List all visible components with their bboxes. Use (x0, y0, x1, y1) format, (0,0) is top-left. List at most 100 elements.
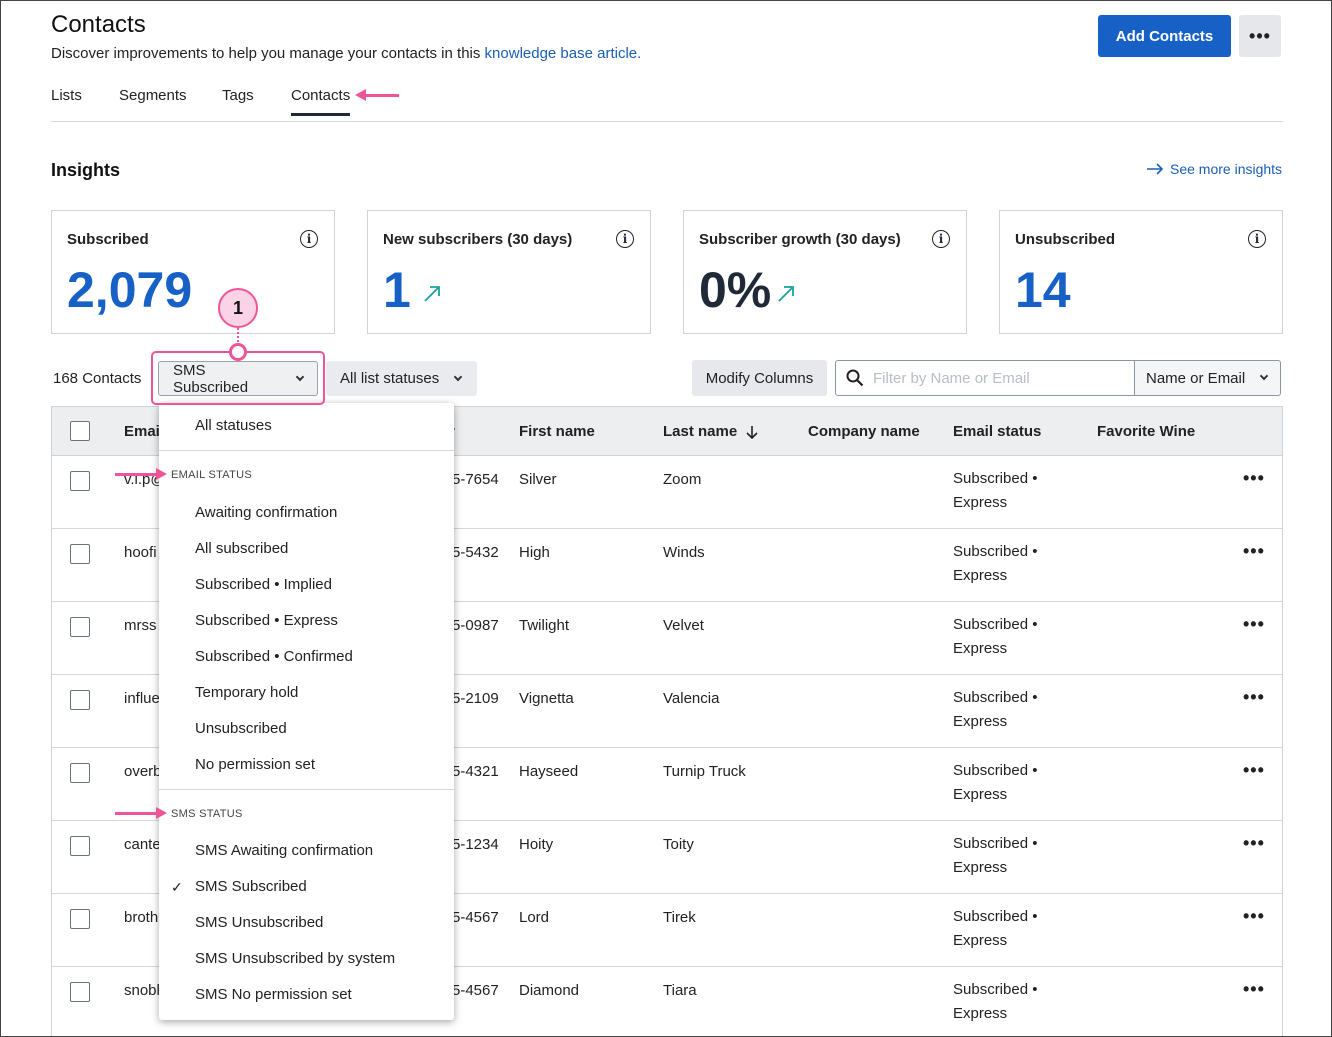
list-status-filter[interactable]: All list statuses (326, 361, 477, 396)
menu-item-email-status[interactable]: Subscribed • Confirmed (195, 648, 353, 665)
menu-item-email-status[interactable]: Temporary hold (195, 684, 299, 701)
menu-item-sms-status[interactable]: SMS Unsubscribed by system (195, 950, 396, 967)
column-first-name[interactable]: First name (519, 423, 595, 440)
cell-first-name: Hayseed (519, 763, 579, 780)
row-actions-button[interactable]: ••• (1243, 541, 1265, 561)
table-row[interactable]: mrss 5-0987 Twilight Velvet Subscribed •… (52, 602, 1282, 675)
cell-email[interactable]: mrss (124, 617, 157, 634)
cell-first-name: Twilight (519, 617, 570, 634)
subtitle-text: Discover improvements to help you manage… (51, 45, 485, 62)
row-checkbox[interactable] (70, 617, 90, 637)
row-actions-button[interactable]: ••• (1243, 979, 1265, 999)
search-scope-select[interactable]: Name or Email (1134, 360, 1281, 396)
row-actions-button[interactable]: ••• (1243, 468, 1265, 488)
menu-item-sms-status[interactable]: SMS No permission set (195, 986, 352, 1003)
cell-email[interactable]: hoofi (124, 544, 157, 561)
contact-count: 168 Contacts (53, 370, 142, 387)
menu-item-all-statuses[interactable]: All statuses (195, 417, 272, 434)
row-actions-button[interactable]: ••• (1243, 614, 1265, 634)
column-last-name[interactable]: Last name (663, 423, 759, 440)
row-checkbox[interactable] (70, 544, 90, 564)
more-horizontal-icon: ••• (1249, 25, 1271, 46)
row-actions-button[interactable]: ••• (1243, 687, 1265, 707)
sms-status-filter[interactable]: SMS Subscribed (158, 361, 318, 396)
annotation-arrow-tab (355, 89, 399, 101)
menu-item-email-status[interactable]: Subscribed • Express (195, 612, 338, 629)
cell-email[interactable]: overb (124, 763, 162, 780)
row-checkbox[interactable] (70, 763, 90, 783)
info-icon[interactable]: i (1248, 230, 1266, 248)
row-checkbox[interactable] (70, 836, 90, 856)
cell-phone: 5-1234 (452, 836, 499, 853)
cell-first-name: High (519, 544, 550, 561)
search-input[interactable] (873, 369, 1113, 387)
cell-phone: 5-4567 (452, 909, 499, 926)
cell-first-name: Lord (519, 909, 550, 926)
menu-item-email-status[interactable]: All subscribed (195, 540, 289, 557)
insight-card-new-subscribers: New subscribers (30 days) i 1 (367, 210, 651, 334)
table-row[interactable]: overb 5-4321 Hayseed Turnip Truck Subscr… (52, 748, 1282, 821)
see-more-insights-link[interactable]: See more insights (1146, 161, 1282, 177)
status-line: Express (953, 859, 1008, 876)
row-actions-button[interactable]: ••• (1243, 833, 1265, 853)
insight-card-unsubscribed: Unsubscribed i 14 (999, 210, 1283, 334)
row-actions-button[interactable]: ••• (1243, 760, 1265, 780)
search-field (835, 360, 1135, 396)
cell-email-status: Subscribed • Express (953, 905, 1037, 953)
cell-last-name: Tirek (663, 909, 696, 926)
menu-item-email-status[interactable]: No permission set (195, 756, 316, 773)
column-favorite-wine[interactable]: Favorite Wine (1097, 423, 1196, 440)
row-checkbox[interactable] (70, 909, 90, 929)
row-checkbox[interactable] (70, 690, 90, 710)
column-company-name[interactable]: Company name (808, 423, 920, 440)
add-contacts-button[interactable]: Add Contacts (1098, 15, 1231, 57)
menu-item-sms-status-selected[interactable]: SMS Subscribed (195, 878, 307, 895)
menu-item-sms-status[interactable]: SMS Awaiting confirmation (195, 842, 374, 859)
row-checkbox[interactable] (70, 982, 90, 1002)
row-actions-button[interactable]: ••• (1243, 906, 1265, 926)
contacts-table: Emai r First name Last name Company name… (51, 406, 1283, 1036)
card-label: New subscribers (30 days) (383, 231, 573, 248)
status-line: Express (953, 713, 1008, 730)
menu-item-email-status[interactable]: Subscribed • Implied (195, 576, 332, 593)
status-line: Subscribed • (953, 981, 1038, 998)
info-icon[interactable]: i (932, 230, 950, 248)
row-checkbox[interactable] (70, 471, 90, 491)
tab-lists[interactable]: Lists (51, 87, 82, 104)
cell-email[interactable]: broth (124, 909, 159, 926)
cell-email[interactable]: cante (124, 836, 161, 853)
cell-email-status: Subscribed • Express (953, 978, 1037, 1026)
table-row[interactable]: broth 5-4567 Lord Tirek Subscribed • Expr… (52, 894, 1282, 967)
tab-segments[interactable]: Segments (119, 87, 187, 104)
info-icon[interactable]: i (616, 230, 634, 248)
status-line: Subscribed • (953, 689, 1038, 706)
annotation-dot (229, 343, 247, 361)
table-row[interactable]: v.i.p@ 5-7654 Silver Zoom Subscribed • Ex… (52, 456, 1282, 529)
info-icon[interactable]: i (300, 230, 318, 248)
column-email[interactable]: Emai (124, 423, 160, 440)
cell-first-name: Hoity (519, 836, 554, 853)
tab-tags[interactable]: Tags (222, 87, 254, 104)
annotation-arrow-email-status (115, 468, 167, 480)
modify-columns-button[interactable]: Modify Columns (692, 360, 827, 396)
menu-divider (159, 789, 454, 790)
more-actions-button[interactable]: ••• (1239, 15, 1281, 57)
card-label: Subscribed (67, 231, 149, 248)
table-row[interactable]: hoofi 5-5432 High Winds Subscribed • Expr… (52, 529, 1282, 602)
select-all-checkbox[interactable] (70, 421, 90, 441)
menu-item-email-status[interactable]: Unsubscribed (195, 720, 287, 737)
menu-item-sms-status[interactable]: SMS Unsubscribed (195, 914, 324, 931)
cell-last-name: Winds (663, 544, 705, 561)
tab-contacts[interactable]: Contacts (291, 87, 351, 116)
cell-phone: 5-4321 (452, 763, 499, 780)
menu-item-email-status[interactable]: Awaiting confirmation (195, 504, 338, 521)
table-row[interactable]: cante 5-1234 Hoity Toity Subscribed • Exp… (52, 821, 1282, 894)
table-row[interactable]: influe 5-2109 Vignetta Valencia Subscrib… (52, 675, 1282, 748)
status-line: Subscribed • (953, 616, 1038, 633)
cell-email[interactable]: influe (124, 690, 160, 707)
knowledge-base-link[interactable]: knowledge base article. (484, 45, 642, 62)
table-row[interactable]: snobl 5-4567 Diamond Tiara Subscribed • E… (52, 967, 1282, 1036)
cell-email[interactable]: snobl (124, 982, 160, 999)
column-email-status[interactable]: Email status (953, 423, 1042, 440)
status-line: Subscribed • (953, 762, 1038, 779)
